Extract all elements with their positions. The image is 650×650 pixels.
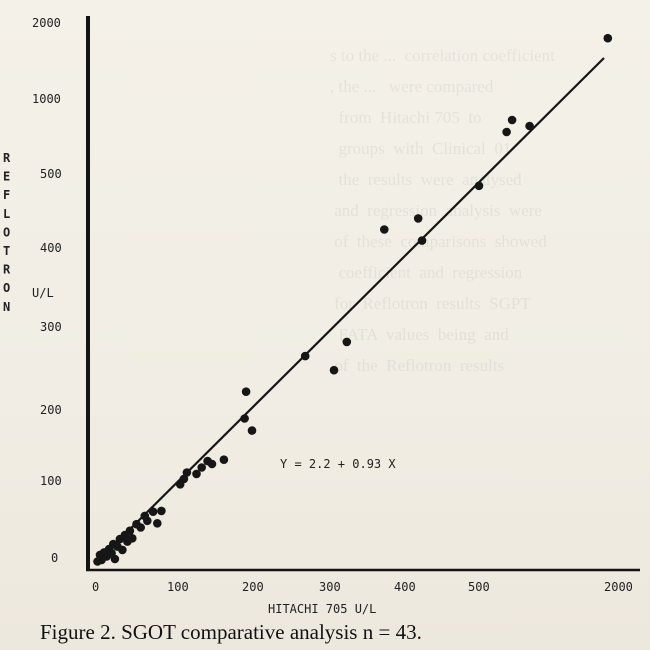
y-tick-labels: 2000 1000 500 400 300 200 100 0 — [32, 16, 62, 565]
y-axis-title-letter: R — [3, 151, 11, 165]
regression-equation: Y = 2.2 + 0.93 X — [280, 457, 396, 471]
data-point — [110, 554, 120, 564]
data-point — [502, 127, 511, 137]
data-point — [380, 225, 389, 234]
y-tick-100: 100 — [40, 474, 62, 488]
y-tick-300: 300 — [40, 320, 62, 334]
regression-line — [94, 57, 605, 565]
y-axis-title-letter: T — [3, 244, 10, 258]
x-tick-2000: 2000 — [604, 580, 633, 594]
x-tick-400: 400 — [394, 580, 416, 594]
data-point — [128, 534, 137, 543]
y-axis-title-letter: O — [3, 281, 10, 295]
data-point — [507, 115, 517, 125]
x-axis-title: HITACHI 705 U/L — [268, 602, 376, 616]
y-tick-200: 200 — [40, 403, 62, 417]
data-point — [342, 337, 352, 347]
y-tick-500: 500 — [40, 167, 62, 181]
data-point — [219, 455, 229, 465]
data-point — [413, 214, 423, 223]
data-point — [182, 468, 192, 477]
x-tick-200: 200 — [242, 580, 264, 594]
y-axis-unit: U/L — [32, 286, 54, 300]
x-tick-100: 100 — [167, 580, 189, 594]
x-tick-labels: 0 100 200 300 400 500 2000 — [92, 580, 633, 594]
y-axis-title-letter: E — [3, 170, 10, 184]
data-point — [525, 121, 534, 131]
y-axis-title-letter: R — [3, 263, 11, 277]
x-tick-500: 500 — [468, 580, 490, 594]
data-point — [136, 523, 145, 532]
scatter-chart: 2000 1000 500 400 300 200 100 0 0 100 20… — [3, 16, 640, 616]
data-point — [157, 506, 166, 516]
data-point — [300, 351, 310, 361]
data-point — [118, 545, 127, 555]
y-axis-title-letter: O — [3, 225, 10, 239]
data-point — [241, 387, 251, 397]
figure-caption: Figure 2. SGOT comparative analysis n = … — [40, 620, 422, 644]
data-point — [603, 33, 613, 43]
x-tick-0: 0 — [92, 580, 99, 594]
data-point — [329, 365, 339, 375]
data-point — [474, 181, 484, 191]
y-tick-1000: 1000 — [32, 92, 61, 106]
data-point — [192, 469, 201, 479]
data-point — [197, 463, 206, 472]
data-point — [240, 414, 249, 423]
data-point — [125, 526, 135, 536]
y-axis-title-letter: N — [3, 300, 10, 314]
y-tick-2000: 2000 — [32, 16, 61, 30]
data-point — [417, 236, 427, 245]
data-point — [148, 507, 158, 516]
data-point — [143, 516, 152, 526]
data-point — [179, 474, 189, 484]
data-point — [153, 519, 162, 528]
y-axis-title-letter: L — [3, 207, 10, 221]
y-axis-title-letter: F — [3, 188, 10, 202]
y-tick-400: 400 — [40, 241, 62, 255]
data-points — [93, 33, 613, 566]
x-tick-300: 300 — [319, 580, 341, 594]
y-tick-0: 0 — [51, 551, 58, 565]
data-point — [207, 459, 217, 469]
data-point — [247, 426, 257, 435]
